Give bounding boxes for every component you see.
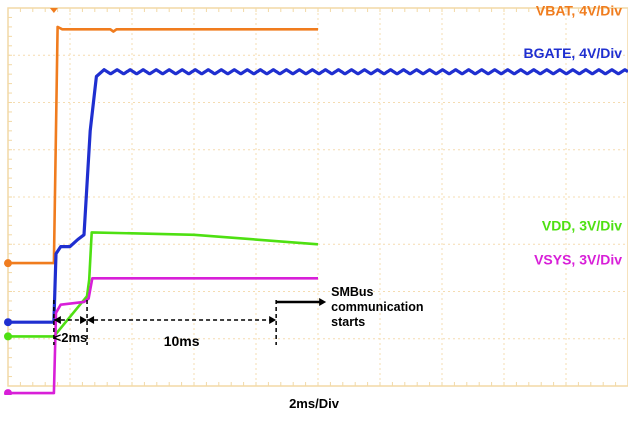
arrowhead-right (319, 298, 327, 306)
channel-marker-vsys (4, 389, 12, 395)
channel-marker-vdd (4, 332, 12, 341)
series-label-vsys: VSYS, 3V/Div (534, 251, 622, 267)
arrowhead-left (53, 316, 61, 324)
channel-markers (4, 8, 58, 395)
timing-annotations: <2ms 10ms SMBus communication starts (53, 285, 424, 349)
trace-vsys (8, 277, 318, 395)
channel-marker-bgate (4, 318, 12, 327)
oscilloscope-plot: VBAT, 4V/Div BGATE, 4V/Div VDD, 3V/Div VSYS… (4, 2, 628, 395)
x-axis-label: 2ms/Div (289, 396, 339, 411)
annotation-label-2ms: <2ms (54, 330, 88, 345)
series-label-vbat: VBAT, 4V/Div (536, 2, 622, 18)
traces (8, 25, 628, 395)
trace-vbat (8, 25, 318, 265)
channel-marker-vbat (4, 259, 12, 268)
series-label-vdd: VDD, 3V/Div (542, 217, 622, 233)
arrowhead-left (87, 316, 95, 324)
annotation-label-10ms: 10ms (164, 333, 200, 349)
series-labels: VBAT, 4V/Div BGATE, 4V/Div VDD, 3V/Div VSYS… (523, 2, 622, 267)
annotation-label-smbus: SMBus communication starts (331, 285, 423, 329)
arrowhead-right (80, 316, 88, 324)
series-label-bgate: BGATE, 4V/Div (523, 45, 622, 61)
trigger-marker (49, 8, 58, 13)
arrowhead-right (269, 316, 277, 324)
trace-bgate (8, 68, 628, 324)
grid-ticks (7, 7, 628, 387)
